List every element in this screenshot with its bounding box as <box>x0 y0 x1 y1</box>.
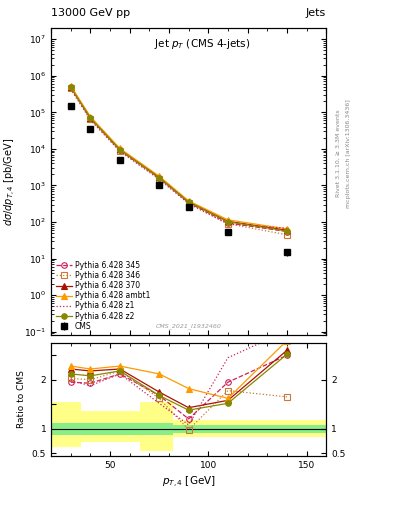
Pythia 6.428 ambt1 <box>157 173 162 179</box>
Pythia 6.428 346 <box>88 116 93 122</box>
Pythia 6.428 370 <box>157 174 162 180</box>
Y-axis label: Ratio to CMS: Ratio to CMS <box>17 370 26 429</box>
Pythia 6.428 346 <box>186 200 191 206</box>
Text: mcplots.cern.ch [arXiv:1306.3436]: mcplots.cern.ch [arXiv:1306.3436] <box>346 99 351 208</box>
Pythia 6.428 346 <box>157 176 162 182</box>
Text: CMS_2021_I1932460: CMS_2021_I1932460 <box>156 324 222 329</box>
Pythia 6.428 346 <box>285 232 289 238</box>
Pythia 6.428 ambt1 <box>68 83 73 89</box>
Line: Pythia 6.428 z2: Pythia 6.428 z2 <box>68 84 290 234</box>
Pythia 6.428 346 <box>118 147 122 154</box>
Line: Pythia 6.428 345: Pythia 6.428 345 <box>68 84 290 234</box>
Pythia 6.428 z1 <box>68 86 73 92</box>
Line: Pythia 6.428 ambt1: Pythia 6.428 ambt1 <box>68 83 290 232</box>
Pythia 6.428 345 <box>88 115 93 121</box>
Text: 13000 GeV pp: 13000 GeV pp <box>51 8 130 18</box>
Pythia 6.428 370 <box>186 199 191 205</box>
Pythia 6.428 z1 <box>285 225 289 231</box>
Pythia 6.428 346 <box>226 221 230 227</box>
Text: Jets: Jets <box>306 8 326 18</box>
Pythia 6.428 z2 <box>157 175 162 181</box>
Pythia 6.428 345 <box>285 228 289 234</box>
Pythia 6.428 z2 <box>226 219 230 225</box>
Pythia 6.428 370 <box>226 218 230 224</box>
Y-axis label: $d\sigma/dp_{T,4}$ [pb/GeV]: $d\sigma/dp_{T,4}$ [pb/GeV] <box>3 138 18 226</box>
Line: Pythia 6.428 346: Pythia 6.428 346 <box>68 86 290 238</box>
Text: Jet $p_T$ (CMS 4-jets): Jet $p_T$ (CMS 4-jets) <box>154 37 251 51</box>
Pythia 6.428 370 <box>68 83 73 90</box>
Pythia 6.428 z2 <box>186 199 191 205</box>
Pythia 6.428 345 <box>186 200 191 206</box>
Pythia 6.428 ambt1 <box>285 226 289 232</box>
Pythia 6.428 ambt1 <box>88 114 93 120</box>
Line: Pythia 6.428 370: Pythia 6.428 370 <box>68 84 290 233</box>
Line: Pythia 6.428 z1: Pythia 6.428 z1 <box>71 89 287 228</box>
Pythia 6.428 z1 <box>88 117 93 123</box>
Pythia 6.428 370 <box>118 146 122 152</box>
Pythia 6.428 z1 <box>226 221 230 227</box>
Pythia 6.428 345 <box>68 84 73 91</box>
Pythia 6.428 z2 <box>285 228 289 234</box>
Legend: Pythia 6.428 345, Pythia 6.428 346, Pythia 6.428 370, Pythia 6.428 ambt1, Pythia: Pythia 6.428 345, Pythia 6.428 346, Pyth… <box>55 260 151 332</box>
Pythia 6.428 z2 <box>88 115 93 121</box>
Pythia 6.428 ambt1 <box>226 217 230 223</box>
X-axis label: $p_{T,4}$ [GeV]: $p_{T,4}$ [GeV] <box>162 475 215 490</box>
Pythia 6.428 346 <box>68 85 73 91</box>
Pythia 6.428 z1 <box>157 176 162 182</box>
Pythia 6.428 z2 <box>68 84 73 91</box>
Pythia 6.428 370 <box>285 227 289 233</box>
Pythia 6.428 370 <box>88 115 93 121</box>
Pythia 6.428 345 <box>118 147 122 153</box>
Pythia 6.428 z1 <box>118 148 122 155</box>
Text: Rivet 3.1.10, ≥ 3.3M events: Rivet 3.1.10, ≥ 3.3M events <box>336 110 341 198</box>
Pythia 6.428 z1 <box>186 201 191 207</box>
Pythia 6.428 345 <box>157 175 162 181</box>
Pythia 6.428 z2 <box>118 146 122 153</box>
Pythia 6.428 ambt1 <box>186 198 191 204</box>
Pythia 6.428 ambt1 <box>118 145 122 152</box>
Pythia 6.428 345 <box>226 220 230 226</box>
